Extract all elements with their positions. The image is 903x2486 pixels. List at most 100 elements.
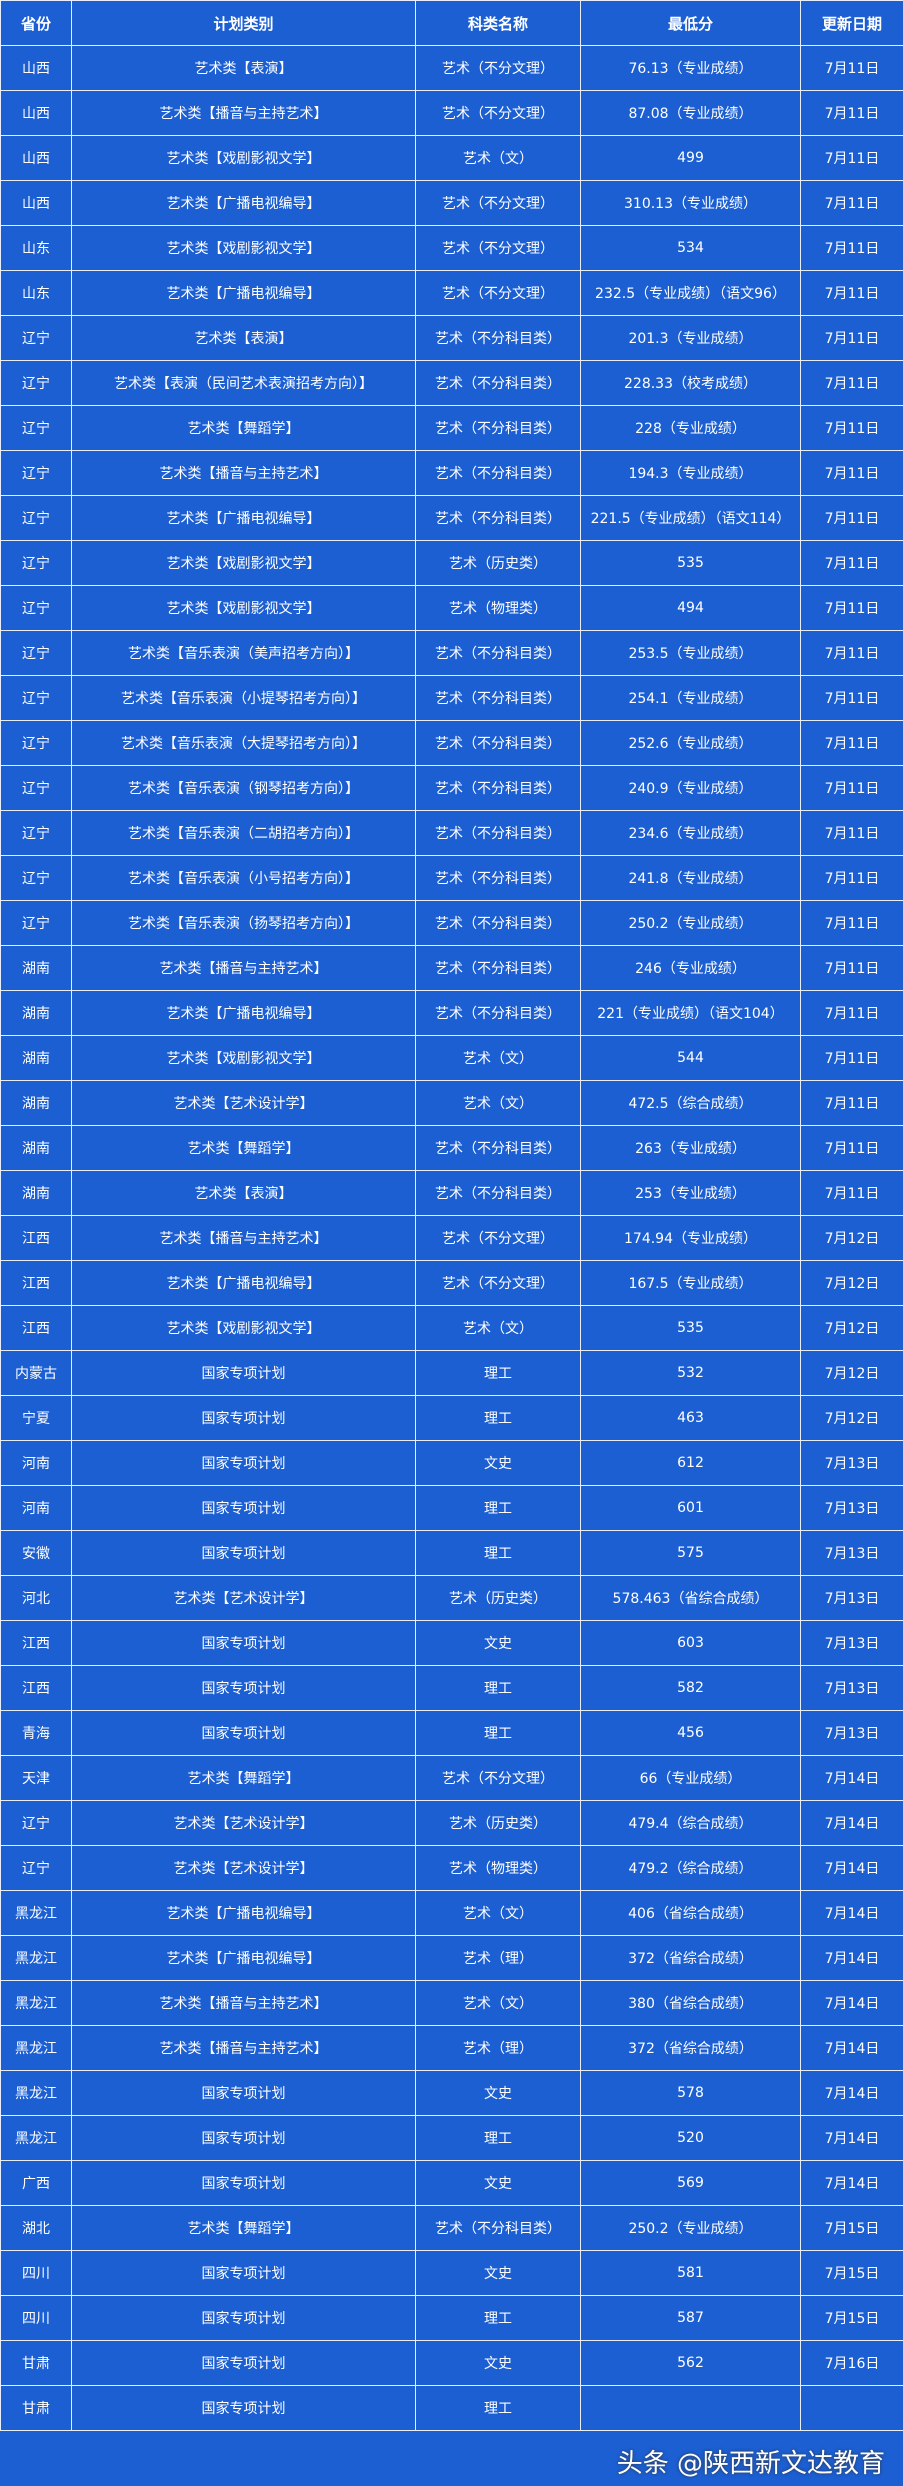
table-row: 辽宁 艺术类【戏剧影视文学】 艺术（物理类） 494 7月11日: [0, 585, 903, 631]
table-cell: 7月11日: [800, 675, 903, 721]
table-cell: 国家专项计划: [71, 2115, 416, 2161]
table-row: 辽宁 艺术类【播音与主持艺术】 艺术（不分科目类） 194.3（专业成绩） 7月11日: [0, 450, 903, 496]
table-cell: 辽宁: [0, 1845, 72, 1891]
table-cell: 463: [580, 1395, 801, 1441]
table-cell: 湖南: [0, 945, 72, 991]
table-cell: 辽宁: [0, 450, 72, 496]
table-row: 辽宁 艺术类【音乐表演（小号招考方向）】 艺术（不分科目类） 241.8（专业成绩） 7…: [0, 855, 903, 901]
table-cell: 艺术类【播音与主持艺术】: [71, 2025, 416, 2071]
table-cell: 辽宁: [0, 720, 72, 766]
table-cell: 167.5（专业成绩）: [580, 1260, 801, 1306]
table-cell: 7月13日: [800, 1440, 903, 1486]
table-cell: 240.9（专业成绩）: [580, 765, 801, 811]
table-row: 内蒙古 国家专项计划 理工 532 7月12日: [0, 1350, 903, 1396]
table-cell: 艺术类【音乐表演（扬琴招考方向）】: [71, 900, 416, 946]
table-cell: 艺术（不分科目类）: [415, 315, 581, 361]
table-row: 辽宁 艺术类【表演（民间艺术表演招考方向）】 艺术（不分科目类） 228.33（校考成…: [0, 360, 903, 406]
table-cell: 艺术（历史类）: [415, 1575, 581, 1621]
table-cell: 7月14日: [800, 1980, 903, 2026]
table-cell: 湖南: [0, 1035, 72, 1081]
table-row: 湖南 艺术类【播音与主持艺术】 艺术（不分科目类） 246（专业成绩） 7月11日: [0, 945, 903, 991]
table-cell: 535: [580, 1305, 801, 1351]
table-cell: 380（省综合成绩）: [580, 1980, 801, 2026]
table-cell: 艺术（不分文理）: [415, 1260, 581, 1306]
table-cell: 201.3（专业成绩）: [580, 315, 801, 361]
table-cell: 辽宁: [0, 855, 72, 901]
table-cell: 艺术（不分科目类）: [415, 765, 581, 811]
table-cell: 艺术（文）: [415, 1080, 581, 1126]
table-cell: 7月12日: [800, 1215, 903, 1261]
table-cell: 406（省综合成绩）: [580, 1890, 801, 1936]
table-cell: 7月13日: [800, 1665, 903, 1711]
table-cell: 艺术（不分文理）: [415, 1755, 581, 1801]
table-row: 江西 艺术类【广播电视编导】 艺术（不分文理） 167.5（专业成绩） 7月12日: [0, 1260, 903, 1306]
table-cell: 辽宁: [0, 675, 72, 721]
table-cell: 7月11日: [800, 450, 903, 496]
table-cell: 7月11日: [800, 585, 903, 631]
table-cell: 艺术类【音乐表演（小提琴招考方向）】: [71, 675, 416, 721]
table-row: 辽宁 艺术类【戏剧影视文学】 艺术（历史类） 535 7月11日: [0, 540, 903, 586]
table-cell: 603: [580, 1620, 801, 1666]
table-row: 甘肃 国家专项计划 理工: [0, 2385, 903, 2431]
table-cell: 河南: [0, 1440, 72, 1486]
table-cell: 艺术（文）: [415, 1890, 581, 1936]
table-row: 安徽 国家专项计划 理工 575 7月13日: [0, 1530, 903, 1576]
table-cell: 艺术类【广播电视编导】: [71, 270, 416, 316]
table-row: 山西 艺术类【戏剧影视文学】 艺术（文） 499 7月11日: [0, 135, 903, 181]
table-cell: 艺术（文）: [415, 1035, 581, 1081]
table-cell: 艺术（不分文理）: [415, 225, 581, 271]
table-cell: 578: [580, 2070, 801, 2116]
table-row: 山东 艺术类【广播电视编导】 艺术（不分文理） 232.5（专业成绩）（语文96） 7月…: [0, 270, 903, 316]
table-cell: 艺术类【广播电视编导】: [71, 180, 416, 226]
table-cell: 艺术（物理类）: [415, 1845, 581, 1891]
table-cell: 艺术（不分科目类）: [415, 1125, 581, 1171]
table-cell: 艺术（不分科目类）: [415, 990, 581, 1036]
table-cell: 479.2（综合成绩）: [580, 1845, 801, 1891]
table-row: 黑龙江 艺术类【广播电视编导】 艺术（文） 406（省综合成绩） 7月14日: [0, 1890, 903, 1936]
table-cell: 国家专项计划: [71, 2250, 416, 2296]
table-cell: 艺术类【音乐表演（大提琴招考方向）】: [71, 720, 416, 766]
table-row: 湖南 艺术类【戏剧影视文学】 艺术（文） 544 7月11日: [0, 1035, 903, 1081]
table-cell: 文史: [415, 2070, 581, 2116]
table-cell: 湖南: [0, 1080, 72, 1126]
table-cell: 辽宁: [0, 1800, 72, 1846]
table-cell: 艺术类【舞蹈学】: [71, 1125, 416, 1171]
table-cell: 66（专业成绩）: [580, 1755, 801, 1801]
table-row: 宁夏 国家专项计划 理工 463 7月12日: [0, 1395, 903, 1441]
table-cell: 581: [580, 2250, 801, 2296]
table-cell: 山东: [0, 270, 72, 316]
table-cell: 612: [580, 1440, 801, 1486]
table-cell: 湖南: [0, 1170, 72, 1216]
table-cell: 国家专项计划: [71, 1710, 416, 1756]
table-cell: 国家专项计划: [71, 1485, 416, 1531]
table-cell: 7月11日: [800, 405, 903, 451]
table-cell: 7月11日: [800, 765, 903, 811]
table-cell: 7月11日: [800, 270, 903, 316]
table-cell: 252.6（专业成绩）: [580, 720, 801, 766]
table-cell: 7月13日: [800, 1620, 903, 1666]
table-cell: 艺术（不分文理）: [415, 1215, 581, 1261]
table-cell: 国家专项计划: [71, 1665, 416, 1711]
table-cell: 艺术类【艺术设计学】: [71, 1080, 416, 1126]
table-row: 江西 艺术类【戏剧影视文学】 艺术（文） 535 7月12日: [0, 1305, 903, 1351]
table-cell: 文史: [415, 1440, 581, 1486]
table-cell: 艺术类【舞蹈学】: [71, 405, 416, 451]
table-cell: 7月11日: [800, 1170, 903, 1216]
table-cell: 艺术（不分科目类）: [415, 810, 581, 856]
table-cell: 艺术（不分科目类）: [415, 405, 581, 451]
table-cell: 艺术类【戏剧影视文学】: [71, 585, 416, 631]
table-row: 湖北 艺术类【舞蹈学】 艺术（不分科目类） 250.2（专业成绩） 7月15日: [0, 2205, 903, 2251]
table-cell: 艺术（不分科目类）: [415, 495, 581, 541]
table-cell: 辽宁: [0, 405, 72, 451]
table-cell: 479.4（综合成绩）: [580, 1800, 801, 1846]
table-cell: 7月11日: [800, 720, 903, 766]
table-cell: 山西: [0, 180, 72, 226]
table-cell: 7月12日: [800, 1305, 903, 1351]
header-cell: 科类名称: [415, 0, 581, 46]
table-cell: 艺术类【音乐表演（钢琴招考方向）】: [71, 765, 416, 811]
table-cell: 253.5（专业成绩）: [580, 630, 801, 676]
table-cell: 艺术类【播音与主持艺术】: [71, 945, 416, 991]
table-cell: 江西: [0, 1620, 72, 1666]
table-cell: 7月11日: [800, 225, 903, 271]
table-cell: 494: [580, 585, 801, 631]
